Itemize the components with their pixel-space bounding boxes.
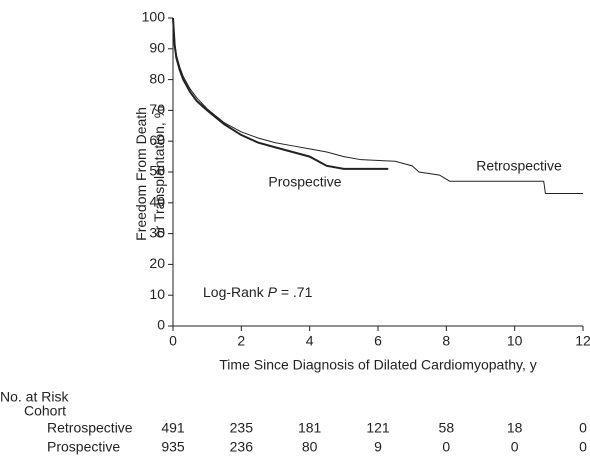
x-axis-label: Time Since Diagnosis of Dilated Cardiomy… [219, 357, 536, 373]
x-tick-label: 2 [237, 333, 245, 349]
x-tick-label: 4 [306, 333, 314, 349]
y-tick-label: 20 [149, 255, 165, 271]
y-axis-label: Freedom From Death or Transplantation, % [133, 103, 167, 241]
risk-value: 236 [230, 439, 254, 455]
y-tick-label: 40 [149, 194, 165, 210]
risk-value: 9 [374, 439, 382, 455]
risk-row-name: Prospective [47, 439, 120, 455]
y-tick-label: 0 [157, 317, 165, 333]
y-tick-label: 100 [142, 9, 166, 25]
y-tick-label: 90 [149, 40, 165, 56]
y-tick-label: 80 [149, 70, 165, 86]
risk-value: 0 [579, 439, 587, 455]
y-tick-label: 70 [149, 101, 165, 117]
risk-value: 0 [579, 420, 587, 436]
risk-value: 935 [161, 439, 185, 455]
annotation-text: Log-Rank [203, 284, 265, 300]
x-tick-label: 8 [442, 333, 450, 349]
risk-title: No. at Risk [0, 389, 69, 405]
x-tick-label: 6 [374, 333, 382, 349]
x-tick-label: 0 [169, 333, 177, 349]
annotation-text: P [268, 284, 278, 300]
y-axis-label-line: Freedom From Death [133, 107, 149, 241]
y-tick-label: 60 [149, 132, 165, 148]
risk-value: 80 [302, 439, 318, 455]
series-label: Retrospective [476, 158, 562, 174]
survival-curve [172, 17, 389, 170]
risk-value: 0 [511, 439, 519, 455]
y-tick-label: 50 [149, 163, 165, 179]
annotation-text: = .71 [281, 284, 313, 300]
x-tick-label: 12 [575, 333, 590, 349]
risk-row-name: Retrospective [47, 420, 133, 436]
y-tick-label: 30 [149, 224, 165, 240]
risk-value: 235 [230, 420, 254, 436]
risk-value: 58 [439, 420, 455, 436]
y-tick-label: 10 [149, 286, 165, 302]
risk-header: Cohort [24, 403, 66, 419]
risk-value: 181 [298, 420, 322, 436]
y-axis-label-line: or Transplantation, % [151, 106, 167, 238]
risk-value: 491 [161, 420, 185, 436]
series-label: Prospective [268, 174, 341, 190]
x-tick-label: 10 [507, 333, 523, 349]
annotation: Log-Rank P = .71 [203, 284, 313, 300]
survival-curve [172, 17, 583, 195]
risk-value: 18 [507, 420, 523, 436]
risk-value: 0 [442, 439, 450, 455]
risk-value: 121 [366, 420, 390, 436]
